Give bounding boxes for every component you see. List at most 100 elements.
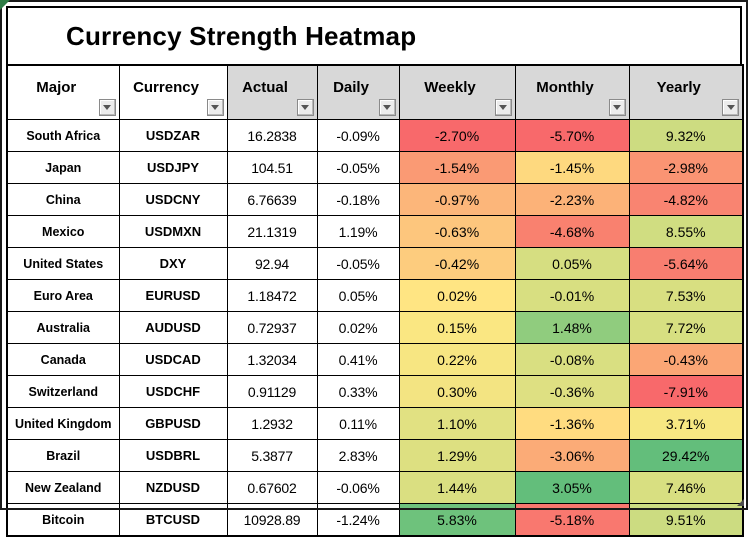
cell-monthly[interactable]: 3.05% xyxy=(514,471,630,504)
cell-actual[interactable]: 1.18472 xyxy=(226,279,318,312)
cell-yearly[interactable]: -4.82% xyxy=(628,183,744,216)
cell-major[interactable]: South Africa xyxy=(6,119,120,152)
cell-daily[interactable]: -0.05% xyxy=(316,247,400,280)
cell-daily[interactable]: -1.24% xyxy=(316,503,400,537)
column-header-daily[interactable]: Daily xyxy=(316,64,400,120)
filter-dropdown-button[interactable] xyxy=(378,99,396,116)
cell-currency[interactable]: AUDUSD xyxy=(118,311,228,344)
cell-daily[interactable]: 0.02% xyxy=(316,311,400,344)
cell-yearly[interactable]: 8.55% xyxy=(628,215,744,248)
cell-yearly[interactable]: 7.72% xyxy=(628,311,744,344)
cell-daily[interactable]: -0.18% xyxy=(316,183,400,216)
cell-actual[interactable]: 16.2838 xyxy=(226,119,318,152)
filter-dropdown-button[interactable] xyxy=(98,99,116,116)
cell-yearly[interactable]: 7.46% xyxy=(628,471,744,504)
cell-weekly[interactable]: -0.97% xyxy=(398,183,516,216)
cell-actual[interactable]: 0.91129 xyxy=(226,375,318,408)
cell-major[interactable]: New Zealand xyxy=(6,471,120,504)
filter-dropdown-button[interactable] xyxy=(494,99,512,116)
cell-major[interactable]: Mexico xyxy=(6,215,120,248)
cell-actual[interactable]: 21.1319 xyxy=(226,215,318,248)
cell-actual[interactable]: 5.3877 xyxy=(226,439,318,472)
cell-weekly[interactable]: -0.63% xyxy=(398,215,516,248)
filter-dropdown-button[interactable] xyxy=(296,99,314,116)
cell-currency[interactable]: NZDUSD xyxy=(118,471,228,504)
column-header-monthly[interactable]: Monthly xyxy=(514,64,630,120)
cell-major[interactable]: United States xyxy=(6,247,120,280)
cell-currency[interactable]: USDZAR xyxy=(118,119,228,152)
cell-major[interactable]: Canada xyxy=(6,343,120,376)
cell-actual[interactable]: 0.72937 xyxy=(226,311,318,344)
cell-yearly[interactable]: 29.42% xyxy=(628,439,744,472)
cell-yearly[interactable]: 9.51% xyxy=(628,503,744,537)
cell-weekly[interactable]: 1.10% xyxy=(398,407,516,440)
cell-daily[interactable]: -0.06% xyxy=(316,471,400,504)
cell-monthly[interactable]: -1.36% xyxy=(514,407,630,440)
cell-weekly[interactable]: -0.42% xyxy=(398,247,516,280)
cell-weekly[interactable]: 0.02% xyxy=(398,279,516,312)
cell-weekly[interactable]: 0.30% xyxy=(398,375,516,408)
cell-actual[interactable]: 92.94 xyxy=(226,247,318,280)
cell-currency[interactable]: USDMXN xyxy=(118,215,228,248)
cell-monthly[interactable]: 0.05% xyxy=(514,247,630,280)
cell-daily[interactable]: 1.19% xyxy=(316,215,400,248)
column-header-actual[interactable]: Actual xyxy=(226,64,318,120)
cell-currency[interactable]: USDCNY xyxy=(118,183,228,216)
cell-yearly[interactable]: 9.32% xyxy=(628,119,744,152)
cell-major[interactable]: Euro Area xyxy=(6,279,120,312)
cell-daily[interactable]: 0.11% xyxy=(316,407,400,440)
cell-actual[interactable]: 0.67602 xyxy=(226,471,318,504)
cell-currency[interactable]: USDJPY xyxy=(118,151,228,184)
cell-monthly[interactable]: -5.70% xyxy=(514,119,630,152)
cell-weekly[interactable]: -1.54% xyxy=(398,151,516,184)
cell-daily[interactable]: 2.83% xyxy=(316,439,400,472)
cell-currency[interactable]: DXY xyxy=(118,247,228,280)
cell-daily[interactable]: -0.09% xyxy=(316,119,400,152)
cell-monthly[interactable]: -5.18% xyxy=(514,503,630,537)
cell-major[interactable]: Bitcoin xyxy=(6,503,120,537)
cell-major[interactable]: Japan xyxy=(6,151,120,184)
cell-actual[interactable]: 1.2932 xyxy=(226,407,318,440)
cell-monthly[interactable]: -2.23% xyxy=(514,183,630,216)
cell-daily[interactable]: 0.41% xyxy=(316,343,400,376)
cell-currency[interactable]: USDCHF xyxy=(118,375,228,408)
cell-currency[interactable]: USDCAD xyxy=(118,343,228,376)
cell-major[interactable]: China xyxy=(6,183,120,216)
cell-daily[interactable]: -0.05% xyxy=(316,151,400,184)
column-header-weekly[interactable]: Weekly xyxy=(398,64,516,120)
cell-weekly[interactable]: -2.70% xyxy=(398,119,516,152)
cell-yearly[interactable]: 3.71% xyxy=(628,407,744,440)
cell-monthly[interactable]: -0.08% xyxy=(514,343,630,376)
cell-major[interactable]: Switzerland xyxy=(6,375,120,408)
cell-monthly[interactable]: 1.48% xyxy=(514,311,630,344)
column-header-major[interactable]: Major xyxy=(6,64,120,120)
cell-major[interactable]: Australia xyxy=(6,311,120,344)
cell-currency[interactable]: USDBRL xyxy=(118,439,228,472)
column-header-currency[interactable]: Currency xyxy=(118,64,228,120)
cell-monthly[interactable]: -0.01% xyxy=(514,279,630,312)
cell-yearly[interactable]: -2.98% xyxy=(628,151,744,184)
cell-monthly[interactable]: -3.06% xyxy=(514,439,630,472)
cell-weekly[interactable]: 5.83% xyxy=(398,503,516,537)
cell-daily[interactable]: 0.05% xyxy=(316,279,400,312)
fill-handle[interactable] xyxy=(737,499,744,506)
cell-currency[interactable]: GBPUSD xyxy=(118,407,228,440)
cell-yearly[interactable]: -7.91% xyxy=(628,375,744,408)
cell-weekly[interactable]: 0.15% xyxy=(398,311,516,344)
filter-dropdown-button[interactable] xyxy=(206,99,224,116)
cell-currency[interactable]: BTCUSD xyxy=(118,503,228,537)
cell-weekly[interactable]: 0.22% xyxy=(398,343,516,376)
cell-monthly[interactable]: -0.36% xyxy=(514,375,630,408)
cell-yearly[interactable]: -5.64% xyxy=(628,247,744,280)
cell-monthly[interactable]: -1.45% xyxy=(514,151,630,184)
column-header-yearly[interactable]: Yearly xyxy=(628,64,744,120)
cell-major[interactable]: Brazil xyxy=(6,439,120,472)
cell-actual[interactable]: 1.32034 xyxy=(226,343,318,376)
cell-actual[interactable]: 104.51 xyxy=(226,151,318,184)
cell-yearly[interactable]: -0.43% xyxy=(628,343,744,376)
filter-dropdown-button[interactable] xyxy=(722,99,739,116)
filter-dropdown-button[interactable] xyxy=(608,99,626,116)
cell-monthly[interactable]: -4.68% xyxy=(514,215,630,248)
cell-yearly[interactable]: 7.53% xyxy=(628,279,744,312)
cell-actual[interactable]: 6.76639 xyxy=(226,183,318,216)
